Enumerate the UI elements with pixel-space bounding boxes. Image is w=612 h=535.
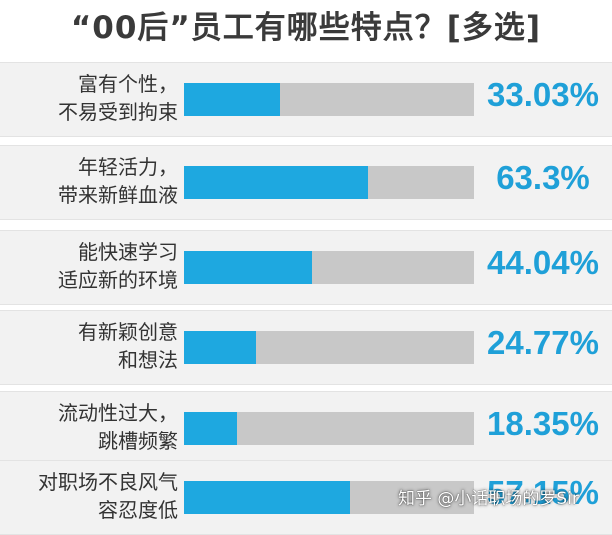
bar bbox=[184, 481, 350, 514]
bar-row: 富有个性， 不易受到拘束 33.03% bbox=[0, 62, 612, 137]
bar-track bbox=[184, 412, 474, 445]
category-label: 能快速学习适应新的环境 bbox=[3, 238, 178, 294]
bar bbox=[184, 331, 256, 364]
category-label-line: 流动性过大， bbox=[58, 401, 178, 425]
category-label: 有新颖创意和想法 bbox=[3, 318, 178, 374]
category-label-line: 不易受到拘束 bbox=[58, 100, 178, 124]
category-label-line: 能快速学习 bbox=[78, 240, 178, 264]
bar bbox=[184, 412, 238, 445]
category-label: 富有个性， 不易受到拘束 bbox=[3, 70, 178, 126]
category-label-line: 跳槽频繁 bbox=[98, 429, 178, 453]
category-label-line: 适应新的环境 bbox=[58, 268, 178, 292]
category-label-line: 富有个性， bbox=[78, 72, 178, 96]
bar-row: 流动性过大， 跳槽频繁 18.35% bbox=[0, 391, 612, 466]
bar-row: 年轻活力， 带来新鲜血液 63.3% bbox=[0, 145, 612, 220]
category-label-line: 对职场不良风气 bbox=[38, 470, 178, 494]
category-label-line: 有新颖创意 bbox=[78, 320, 178, 344]
value-label: 33.03% bbox=[487, 76, 599, 113]
category-label-line: 带来新鲜血液 bbox=[58, 183, 178, 207]
bar-row: 能快速学习适应新的环境 44.04% bbox=[0, 230, 612, 305]
bar-row: 对职场不良风气容忍度低 57.15% bbox=[0, 460, 612, 535]
bar bbox=[184, 83, 280, 116]
bar-track bbox=[184, 331, 474, 364]
watermark: 知乎 @小话职场的罗Sir bbox=[398, 489, 579, 509]
bar-row: 有新颖创意和想法 24.77% bbox=[0, 310, 612, 385]
bar bbox=[184, 251, 312, 284]
bar bbox=[184, 166, 368, 199]
bar-track bbox=[184, 166, 474, 199]
category-label-line: 年轻活力， bbox=[78, 155, 178, 179]
category-label-line: 和想法 bbox=[118, 348, 178, 372]
value-label: 63.3% bbox=[496, 159, 590, 196]
category-label: 年轻活力， 带来新鲜血液 bbox=[3, 153, 178, 209]
value-label: 44.04% bbox=[487, 244, 599, 281]
value-label: 18.35% bbox=[487, 405, 599, 442]
category-label-line: 容忍度低 bbox=[98, 498, 178, 522]
bar-track bbox=[184, 251, 474, 284]
value-label: 24.77% bbox=[487, 324, 599, 361]
bar-track bbox=[184, 83, 474, 116]
bar-track bbox=[184, 481, 474, 514]
chart-title: “00后”员工有哪些特点？[多选] bbox=[70, 10, 542, 46]
category-label: 流动性过大， 跳槽频繁 bbox=[3, 399, 178, 455]
value-label: 57.15% bbox=[487, 474, 599, 511]
category-label: 对职场不良风气容忍度低 bbox=[3, 468, 178, 524]
